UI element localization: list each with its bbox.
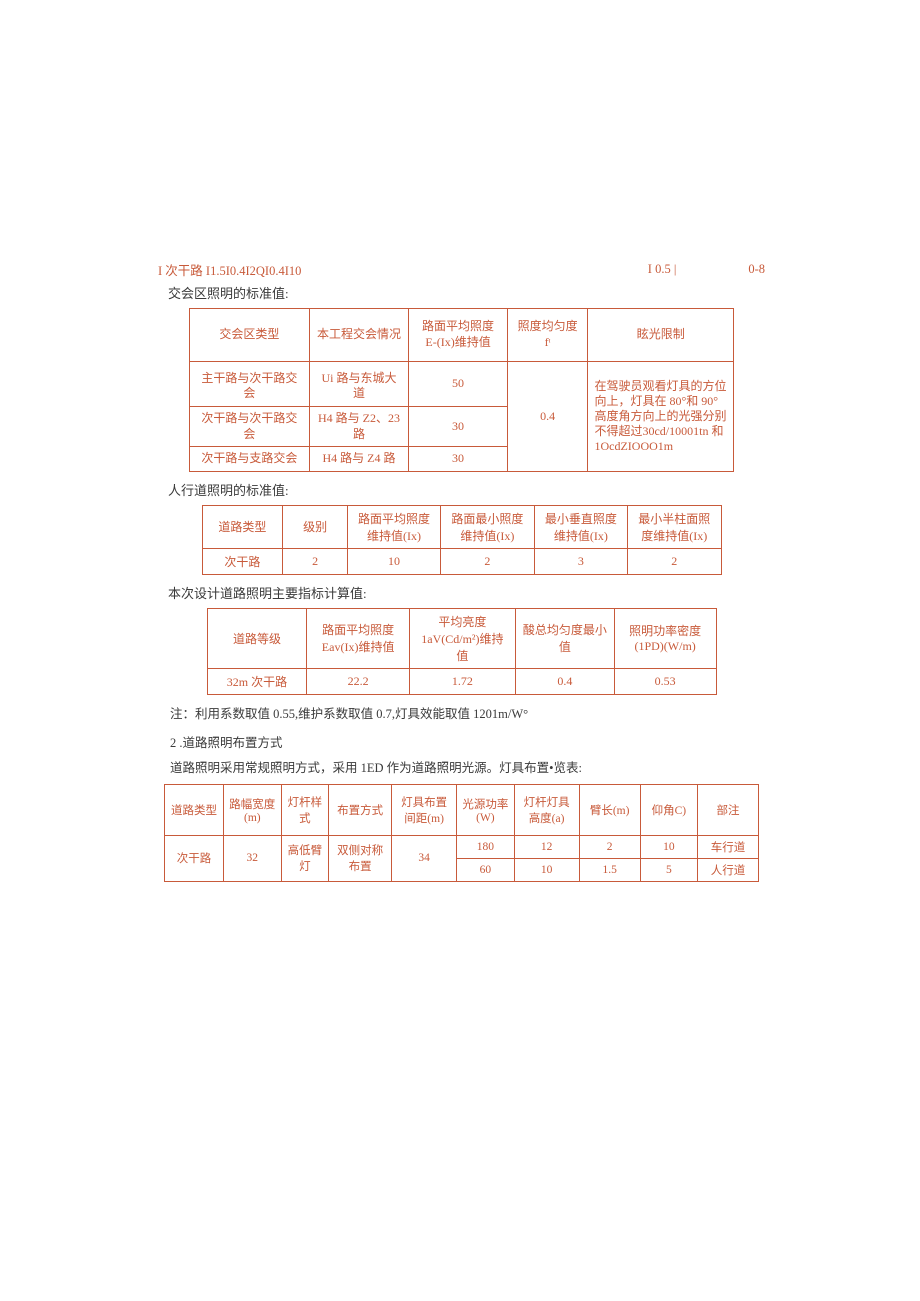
col: 布置方式 <box>329 784 392 835</box>
cell: 2 <box>283 548 347 574</box>
cell: H4 路与 Z2、23 路 <box>309 407 408 447</box>
sec2-table: 道路类型 级别 路面平均照度维持值(Ix) 路面最小照度维持值(Ix) 最小垂直… <box>202 505 722 575</box>
cell: 0.53 <box>614 668 716 694</box>
col-avg-illuminance: 路面平均照度 E-(Ix)维持值 <box>409 309 508 362</box>
col: 酸总均匀度最小值 <box>515 608 614 668</box>
col-project-case: 本工程交会情况 <box>309 309 408 362</box>
cell: 12 <box>514 835 579 858</box>
col: 路面平均照度维持值(Ix) <box>347 505 440 548</box>
cell: 次干路 <box>165 835 224 881</box>
cell: 车行道 <box>697 835 758 858</box>
table-row: 次干路 2 10 2 3 2 <box>202 548 721 574</box>
col: 道路等级 <box>207 608 307 668</box>
cell: 0.4 <box>515 668 614 694</box>
topline-left: I 次干路 I1.5I0.4I2QI0.4I10 <box>158 260 301 279</box>
topline-right: 0-8 <box>748 262 765 277</box>
col: 灯具布置间距(m) <box>392 784 457 835</box>
col: 路面最小照度维持值(Ix) <box>441 505 534 548</box>
col-intersection-type: 交会区类型 <box>190 309 310 362</box>
col: 照明功率密度(1PD)(W/m) <box>614 608 716 668</box>
sec3-heading: 本次设计道路照明主要指标计算值: <box>168 583 765 602</box>
col: 仰角C) <box>640 784 697 835</box>
col: 灯杆样式 <box>281 784 329 835</box>
cell: 次干路与次干路交会 <box>190 407 310 447</box>
sec3-table: 道路等级 路面平均照度Eav(Ix)维持值 平均亮度1aV(Cd/m²)维持值 … <box>207 608 717 695</box>
cell: 180 <box>457 835 515 858</box>
document-page: I 次干路 I1.5I0.4I2QI0.4I10 I 0.5 | 0-8 交会区… <box>0 0 920 950</box>
col: 道路类型 <box>202 505 283 548</box>
top-inline-row: I 次干路 I1.5I0.4I2QI0.4I10 I 0.5 | 0-8 <box>158 260 765 279</box>
table-row: 32m 次干路 22.2 1.72 0.4 0.53 <box>207 668 716 694</box>
col: 最小半柱面照度维持值(Ix) <box>628 505 721 548</box>
cell: 1.72 <box>409 668 515 694</box>
table-row: 道路类型 级别 路面平均照度维持值(Ix) 路面最小照度维持值(Ix) 最小垂直… <box>202 505 721 548</box>
cell: 次干路 <box>202 548 283 574</box>
sec3-note: 注：利用系数取值 0.55,维护系数取值 0.7,灯具效能取值 1201m/W° <box>170 703 765 722</box>
cell: 1.5 <box>579 858 640 881</box>
col: 最小垂直照度维持值(Ix) <box>534 505 627 548</box>
cell: 32 <box>224 835 281 881</box>
table-row: 道路类型 路幅宽度(m) 灯杆样式 布置方式 灯具布置间距(m) 光源功率(W)… <box>165 784 759 835</box>
cell: 双侧对称布置 <box>329 835 392 881</box>
cell: 34 <box>392 835 457 881</box>
sec4-para: 道路照明采用常规照明方式，采用 1ED 作为道路照明光源。灯具布置•览表: <box>170 757 765 776</box>
cell: 5 <box>640 858 697 881</box>
col: 臂长(m) <box>579 784 640 835</box>
col: 部注 <box>697 784 758 835</box>
cell: 30 <box>409 447 508 472</box>
cell: 2 <box>441 548 534 574</box>
cell: 次干路与支路交会 <box>190 447 310 472</box>
col: 灯杆灯具高度(a) <box>514 784 579 835</box>
cell: 2 <box>628 548 721 574</box>
cell: 10 <box>640 835 697 858</box>
cell: 50 <box>409 362 508 407</box>
cell: 10 <box>514 858 579 881</box>
cell-merged-uniformity: 0.4 <box>507 362 588 472</box>
col: 道路类型 <box>165 784 224 835</box>
sec1-table: 交会区类型 本工程交会情况 路面平均照度 E-(Ix)维持值 照度均匀度 fᶦ … <box>189 308 734 472</box>
cell: 60 <box>457 858 515 881</box>
table-row: 道路等级 路面平均照度Eav(Ix)维持值 平均亮度1aV(Cd/m²)维持值 … <box>207 608 716 668</box>
cell: 30 <box>409 407 508 447</box>
col: 平均亮度1aV(Cd/m²)维持值 <box>409 608 515 668</box>
col: 级别 <box>283 505 347 548</box>
table-row: 主干路与次干路交会 Ui 路与东城大道 50 0.4 在驾驶员观看灯具的方位向上… <box>190 362 734 407</box>
cell: 2 <box>579 835 640 858</box>
cell-merged-glare: 在驾驶员观看灯具的方位向上，灯具在 80°和 90°高度角方向上的光强分别不得超… <box>588 362 734 472</box>
sec2-heading: 人行道照明的标准值: <box>168 480 765 499</box>
table-row: 次干路 32 高低臂灯 双侧对称布置 34 180 12 2 10 车行道 <box>165 835 759 858</box>
col: 路幅宽度(m) <box>224 784 281 835</box>
table-row: 交会区类型 本工程交会情况 路面平均照度 E-(Ix)维持值 照度均匀度 fᶦ … <box>190 309 734 362</box>
col: 路面平均照度Eav(Ix)维持值 <box>307 608 409 668</box>
sec4-heading: 2 .道路照明布置方式 <box>170 732 765 751</box>
sec4-table: 道路类型 路幅宽度(m) 灯杆样式 布置方式 灯具布置间距(m) 光源功率(W)… <box>164 784 759 882</box>
cell: 主干路与次干路交会 <box>190 362 310 407</box>
topline-mid: I 0.5 | <box>648 262 677 277</box>
col: 光源功率(W) <box>457 784 515 835</box>
cell: 10 <box>347 548 440 574</box>
cell: 高低臂灯 <box>281 835 329 881</box>
cell: 22.2 <box>307 668 409 694</box>
sec1-heading: 交会区照明的标准值: <box>168 283 765 302</box>
cell: 人行道 <box>697 858 758 881</box>
cell: H4 路与 Z4 路 <box>309 447 408 472</box>
cell: 32m 次干路 <box>207 668 307 694</box>
col-uniformity: 照度均匀度 fᶦ <box>507 309 588 362</box>
cell: 3 <box>534 548 627 574</box>
col-glare-limit: 眩光限制 <box>588 309 734 362</box>
cell: Ui 路与东城大道 <box>309 362 408 407</box>
